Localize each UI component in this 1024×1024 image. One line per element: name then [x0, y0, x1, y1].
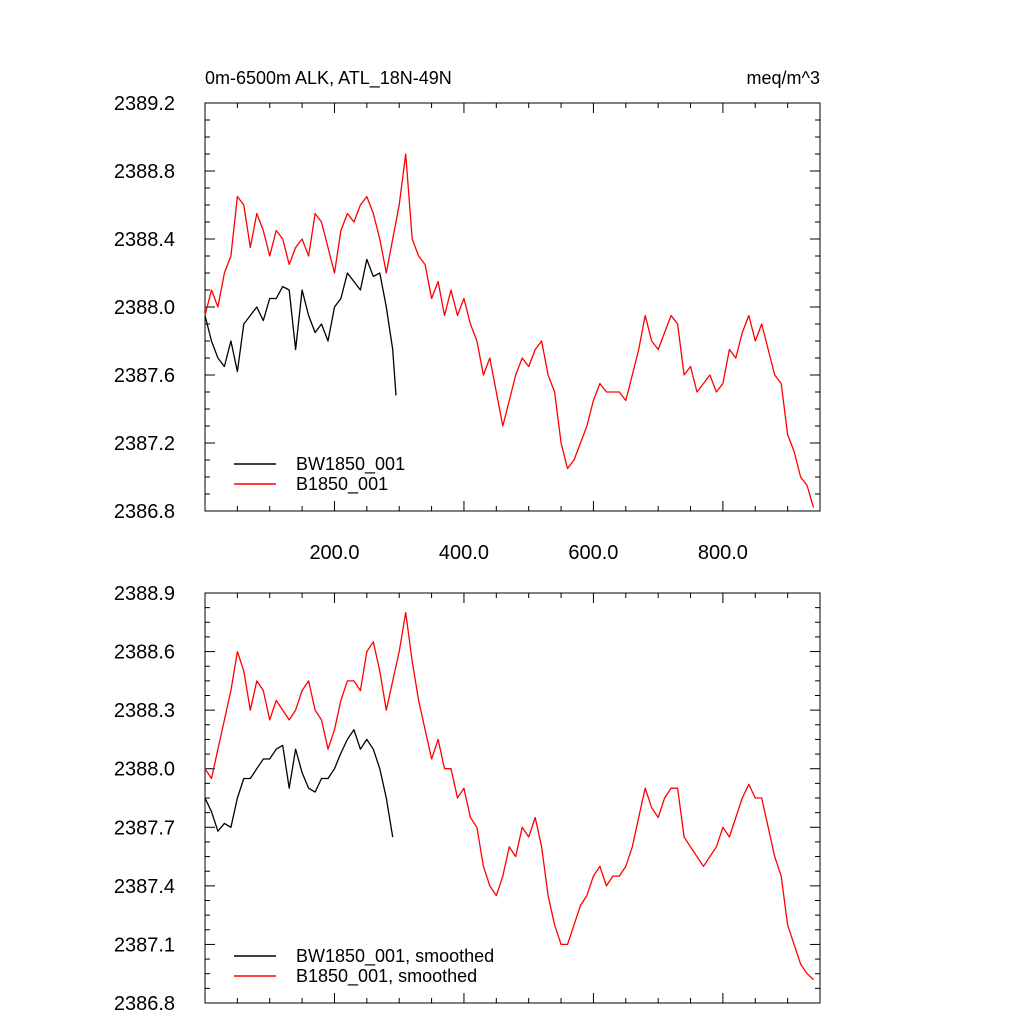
series-line-bw1850	[204, 729, 394, 838]
y-tick-label: 2386.8	[114, 501, 175, 523]
y-tick-label: 2387.6	[114, 365, 175, 387]
y-tick-label: 2388.3	[114, 700, 175, 722]
y-tick-label: 2387.1	[114, 934, 175, 956]
legend-label: BW1850_001, smoothed	[296, 946, 494, 967]
y-tick-label: 2388.0	[114, 759, 175, 781]
series-line-b1850	[204, 153, 815, 508]
y-tick-label: 2388.4	[114, 229, 175, 251]
legend-label: B1850_001, smoothed	[296, 966, 477, 987]
legend-label: BW1850_001	[296, 454, 405, 475]
top-panel: 2386.8 2387.2 2387.6 2388.0 2388.4 2388.8 2389…	[114, 93, 821, 564]
y-tick-label: 2387.7	[114, 817, 175, 839]
y-tick-label: 2387.4	[114, 876, 175, 898]
x-tick-label: 800.0	[698, 542, 748, 564]
plot-frame	[204, 592, 821, 1004]
y-tick-label: 2388.9	[114, 583, 175, 605]
y-tick-label: 2389.2	[114, 93, 175, 115]
series-line-b1850	[204, 611, 814, 981]
y-tick-label: 2388.6	[114, 642, 175, 664]
x-tick-label: 200.0	[309, 542, 359, 564]
y-tick-label: 2388.8	[114, 161, 175, 183]
plot-frame	[204, 102, 821, 512]
series-line-bw1850	[204, 258, 397, 396]
x-tick-label: 600.0	[568, 542, 618, 564]
y-tick-label: 2387.2	[114, 433, 175, 455]
x-tick-label: 400.0	[439, 542, 489, 564]
legend-label: B1850_001	[296, 474, 388, 495]
bottom-panel: 2386.8 2387.1 2387.4 2387.7 2388.0 2388.3 2388…	[114, 583, 821, 1015]
chart-title: 0m-6500m ALK, ATL_18N-49N	[205, 68, 452, 89]
y-tick-label: 2388.0	[114, 297, 175, 319]
chart-units: meq/m^3	[747, 68, 820, 88]
y-tick-label: 2386.8	[114, 993, 175, 1015]
